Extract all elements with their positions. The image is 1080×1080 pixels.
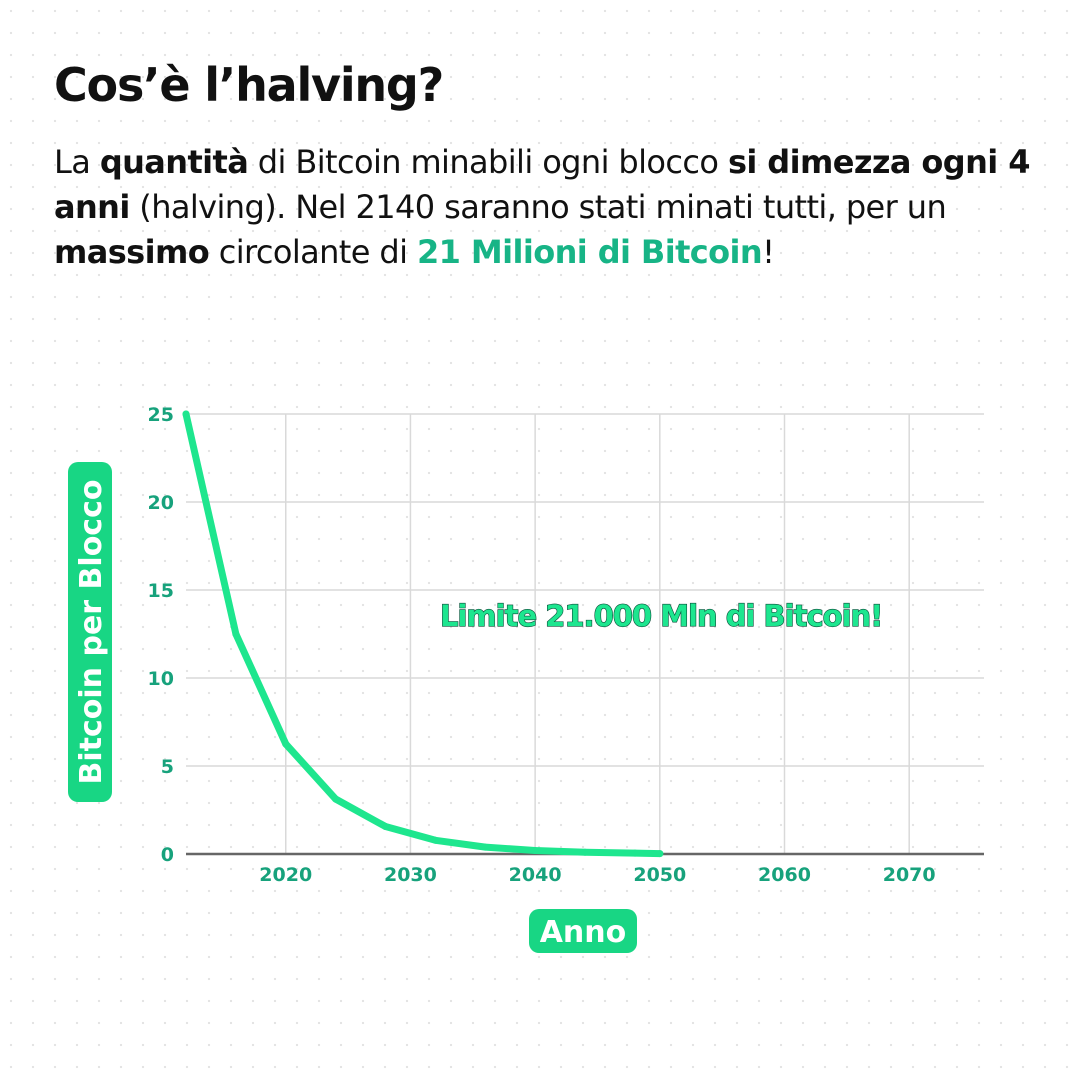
data-point <box>581 848 589 856</box>
y-tick-label: 15 <box>148 580 174 602</box>
x-axis-label: Anno <box>540 915 627 950</box>
data-point <box>531 846 539 854</box>
description-part: (halving). Nel 2140 saranno stati minati… <box>129 188 947 226</box>
data-point <box>182 410 190 418</box>
series-line <box>182 410 664 858</box>
description-part: di Bitcoin minabili ogni blocco <box>248 143 728 181</box>
y-tick-label: 0 <box>161 844 174 866</box>
chart-annotation: Limite 21.000 Mln di Bitcoin! <box>440 599 882 633</box>
x-tick-label: 2050 <box>633 864 686 886</box>
description-bold-massimo: massimo <box>54 233 210 271</box>
halving-chart: 0 5 10 15 20 25 2020 2030 2040 2050 2060 2070 Limit… <box>68 404 984 953</box>
data-point <box>481 843 489 851</box>
description-part: La <box>54 143 100 181</box>
x-axis-label-background <box>529 909 637 953</box>
y-axis-label: Bitcoin per Blocco <box>74 480 109 785</box>
y-tick-label: 5 <box>161 756 174 778</box>
y-tick-label: 25 <box>148 404 174 426</box>
description-part: ! <box>762 233 775 271</box>
data-point <box>232 630 240 638</box>
y-tick-label: 20 <box>148 492 174 514</box>
x-axis-label-badge: Anno <box>529 909 637 953</box>
data-point <box>282 740 290 748</box>
page-title: Cos’è l’halving? <box>54 58 444 112</box>
y-tick-label: 10 <box>148 668 174 690</box>
x-tick-label: 2040 <box>509 864 562 886</box>
chart-series <box>182 410 664 858</box>
description-accent-21-milioni: 21 Milioni di Bitcoin <box>417 233 763 271</box>
x-tick-label: 2060 <box>758 864 811 886</box>
data-point <box>631 849 639 857</box>
data-point <box>382 823 389 830</box>
y-axis-label-background <box>68 462 112 802</box>
description-bold-quantita: quantità <box>99 143 249 181</box>
chart-grid <box>186 413 984 854</box>
data-point <box>656 850 664 858</box>
data-point <box>332 795 340 803</box>
description-text: La quantità di Bitcoin minabili ogni blo… <box>54 140 1044 275</box>
y-axis-label-badge: Bitcoin per Blocco <box>68 462 112 802</box>
description-bold-dimezza: si dimezza ogni 4 anni <box>54 143 1030 226</box>
x-tick-label: 2070 <box>883 864 936 886</box>
x-tick-label: 2030 <box>384 864 437 886</box>
x-tick-label: 2020 <box>259 864 312 886</box>
chart-axes: 0 5 10 15 20 25 2020 2030 2040 2050 2060 2070 <box>148 404 984 886</box>
data-point <box>431 836 439 844</box>
description-part: circolante di <box>209 233 417 271</box>
